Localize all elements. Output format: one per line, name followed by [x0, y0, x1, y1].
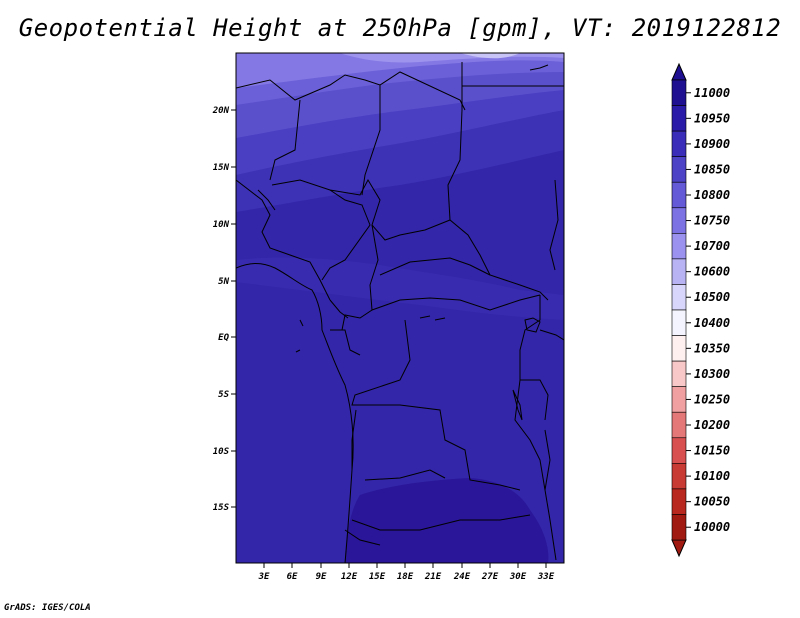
colorbar-label: 10250 [694, 392, 730, 406]
colorbar-label: 10300 [694, 367, 730, 381]
colorbar-label: 10850 [694, 162, 730, 176]
colorbar-label: 10000 [694, 520, 730, 534]
lon-label-24e: 24E [453, 572, 471, 582]
colorbar-swatch [671, 130, 687, 157]
colorbar-label: 10200 [694, 418, 730, 432]
lon-label-27e: 27E [481, 572, 499, 582]
colorbar: 11000 10950 10900 10850 10800 10750 10700 10600… [671, 62, 730, 558]
lat-label-10s: 10S [213, 447, 230, 457]
boundaries [236, 62, 564, 563]
lat-label-5n: 5N [218, 277, 229, 287]
colorbar-label: 10600 [694, 265, 730, 279]
map-frame [235, 52, 565, 564]
colorbar-label: 10900 [694, 137, 730, 151]
colorbar-label: 10800 [694, 188, 730, 202]
credit-label: GrADS: IGES/COLA [4, 603, 91, 613]
lat-ticks [231, 109, 236, 508]
lon-label-15e: 15E [369, 572, 386, 582]
lon-label-12e: 12E [341, 572, 358, 582]
colorbar-swatch [671, 284, 687, 311]
chart-title: Geopotential Height at 250hPa [gpm], VT:… [18, 14, 782, 42]
lat-label-20n: 20N [212, 106, 230, 116]
colorbar-swatch [671, 360, 687, 387]
colorbar-label: 11000 [694, 86, 730, 100]
contour-fill [236, 53, 564, 563]
colorbar-label: 10100 [694, 469, 730, 483]
colorbar-swatch [671, 463, 687, 490]
colorbar-swatch [671, 488, 687, 515]
lon-label-6e: 6E [287, 572, 298, 582]
lon-labels: 3E 6E 9E 12E 15E 18E 21E 24E 27E 30E 33E [258, 572, 555, 582]
colorbar-swatch [671, 79, 687, 106]
colorbar-swatch [671, 207, 687, 234]
colorbar-swatch [671, 335, 687, 362]
lat-label-10n: 10N [213, 220, 230, 230]
colorbar-swatch [671, 105, 687, 132]
colorbar-swatch [671, 386, 687, 413]
colorbar-swatch [671, 514, 687, 541]
colorbar-label: 10350 [694, 341, 730, 355]
colorbar-bottom-arrow [671, 539, 687, 558]
colorbar-swatch [671, 181, 687, 209]
lon-label-3e: 3E [258, 572, 270, 582]
colorbar-swatch [671, 411, 687, 439]
lon-label-9e: 9E [316, 572, 327, 582]
colorbar-swatch [671, 156, 687, 183]
lon-ticks [263, 563, 547, 568]
lon-label-21e: 21E [424, 572, 442, 582]
colorbar-label: 10400 [694, 316, 730, 330]
lon-label-18e: 18E [397, 572, 414, 582]
lon-label-33e: 33E [537, 572, 555, 582]
colorbar-swatch [671, 437, 687, 464]
colorbar-label: 10150 [694, 444, 730, 458]
colorbar-label: 10700 [694, 239, 730, 253]
lat-label-15n: 15N [213, 163, 230, 173]
lat-labels: 20N 15N 10N 5N EQ 5S 10S 15S [212, 106, 230, 513]
colorbar-label: 10750 [694, 214, 730, 228]
colorbar-label: 10950 [694, 111, 730, 125]
colorbar-label: 10500 [694, 290, 730, 304]
colorbar-label: 10050 [694, 495, 730, 509]
colorbar-swatch [671, 258, 687, 285]
colorbar-swatch [671, 309, 687, 336]
colorbar-swatch [671, 233, 687, 260]
lon-label-30e: 30E [509, 572, 527, 582]
lat-label-eq: EQ [218, 333, 229, 343]
colorbar-top-arrow [671, 62, 687, 81]
lat-label-15s: 15S [213, 503, 230, 513]
lat-label-5s: 5S [218, 390, 229, 400]
